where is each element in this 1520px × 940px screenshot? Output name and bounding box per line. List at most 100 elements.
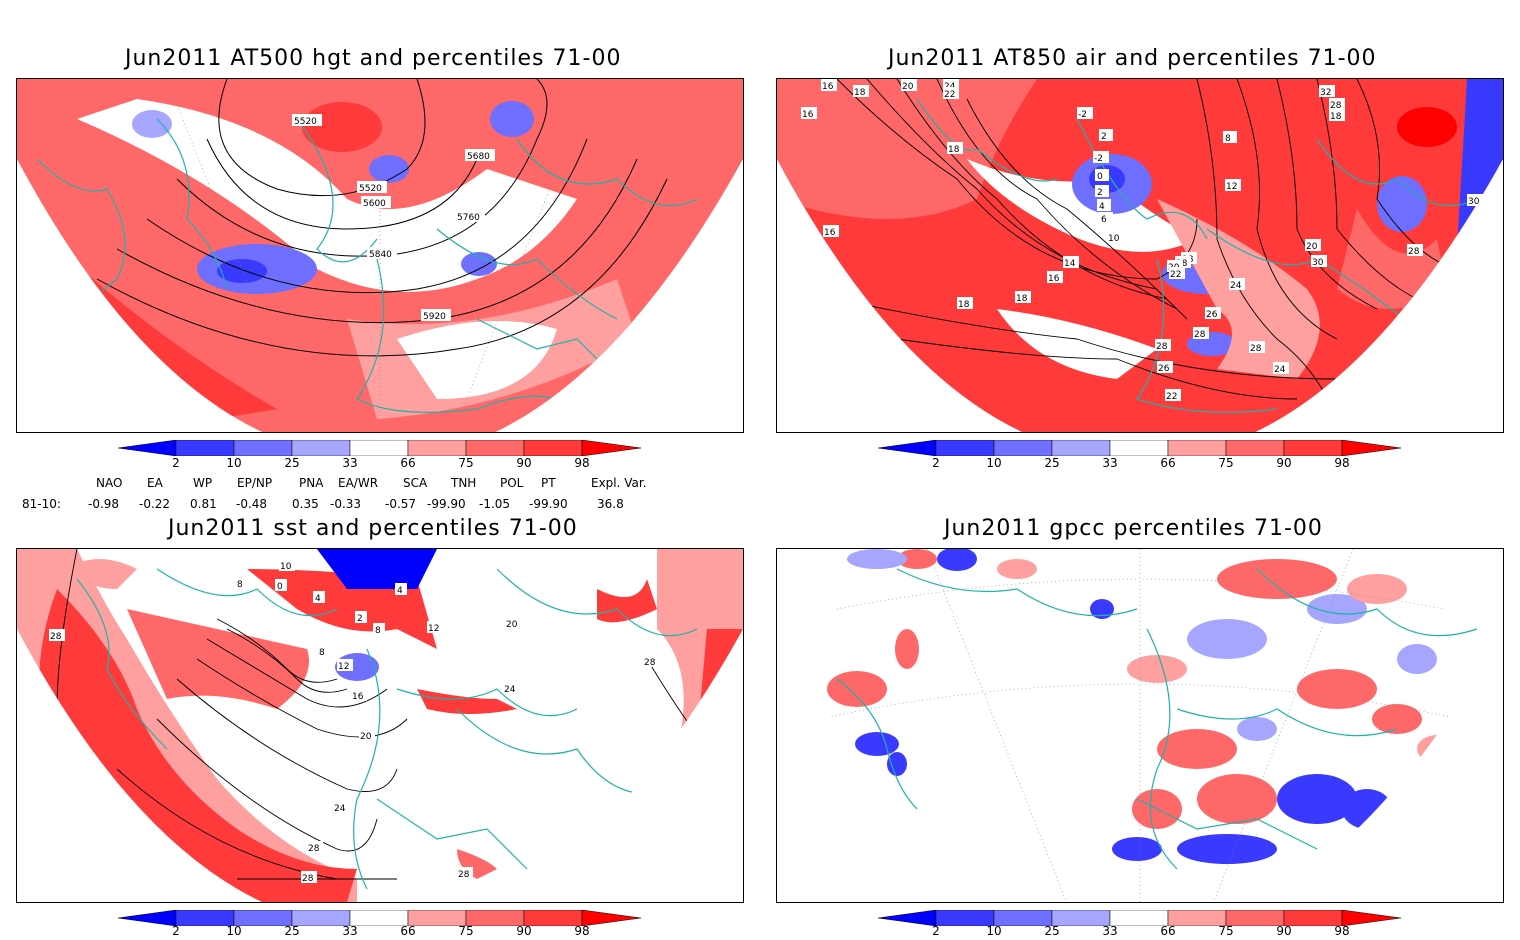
contour-label: 18 [853, 85, 869, 98]
contour-label: 28 [643, 655, 659, 668]
svg-text:-2: -2 [1078, 110, 1087, 120]
contour-label: 2 [355, 611, 367, 624]
colorbar-tick-label: 33 [1102, 456, 1118, 470]
svg-text:8: 8 [375, 626, 381, 636]
contour-label: 28 [1249, 341, 1265, 354]
colorbar-tick-label: 10 [226, 924, 242, 938]
svg-text:18: 18 [958, 300, 970, 310]
svg-text:20: 20 [1306, 242, 1318, 252]
colorbar-sst: 2 10 25 33 66 75 90 98 [117, 909, 643, 940]
contour-label: 28 [457, 867, 473, 880]
contour-label: 28 [1155, 339, 1171, 352]
contour-label: 8 [373, 623, 385, 636]
contour-label: 24 [333, 801, 349, 814]
colorbar-swatches [877, 909, 1402, 927]
svg-text:22: 22 [944, 90, 955, 100]
colorbar-swatches [117, 439, 642, 457]
contour-label: 4 [313, 591, 325, 604]
colorbar-tick-label: 33 [342, 924, 358, 938]
colorbar-gpcc: 2 10 25 33 66 75 90 98 [877, 909, 1403, 940]
svg-text:18: 18 [1016, 294, 1028, 304]
svg-text:16: 16 [1048, 274, 1060, 284]
colorbar-tick-label: 66 [1160, 924, 1176, 938]
svg-text:18: 18 [948, 145, 960, 155]
colorbar-tick-label: 66 [400, 924, 416, 938]
contour-label: -2 [1093, 151, 1109, 164]
sst-contour-labels: 28 8 0 4 10 8 4 2 12 8 16 20 24 28 28 28… [49, 559, 659, 884]
map-gpcc-field [777, 549, 1503, 902]
svg-text:18: 18 [854, 88, 866, 98]
svg-text:22: 22 [1170, 270, 1181, 280]
contour-label: 16 [1047, 271, 1063, 284]
svg-text:16: 16 [352, 692, 364, 702]
contour-label: 20 [505, 617, 521, 630]
svg-text:8: 8 [237, 580, 243, 590]
contour-label: 28 [49, 629, 65, 642]
index-header: SCA [403, 476, 428, 490]
index-header: PNA [299, 476, 324, 490]
contour-label: 5520 [357, 181, 387, 194]
svg-text:12: 12 [1226, 182, 1237, 192]
index-header: Expl. Var. [591, 476, 647, 490]
colorbar-tick-label: 10 [986, 456, 1002, 470]
index-value: -99.90 [529, 497, 568, 511]
contour-label: 0 [1095, 169, 1109, 182]
svg-text:28: 28 [50, 632, 62, 642]
map-air850: 20 24 22 16 18 -2 2 -2 0 2 4 6 8 10 12 1… [776, 78, 1504, 433]
contour-label: 2 [1095, 185, 1109, 198]
colorbar-tick-label: 2 [172, 924, 180, 938]
contour-label: 28 [1329, 98, 1345, 111]
index-header: PT [541, 476, 556, 490]
index-value: 0.81 [190, 497, 217, 511]
svg-text:12: 12 [428, 624, 439, 634]
colorbar-hgt500: 2 10 25 33 66 75 90 98 [117, 439, 643, 470]
map-gpcc [776, 548, 1504, 903]
svg-text:26: 26 [1206, 310, 1218, 320]
svg-text:28: 28 [1250, 344, 1262, 354]
svg-text:2: 2 [1101, 132, 1107, 142]
contour-label: 4 [395, 583, 407, 596]
colorbar-tick-label: 90 [1276, 456, 1292, 470]
index-header: TNH [451, 476, 477, 490]
contour-label: 16 [821, 79, 837, 92]
contour-label: 14 [1063, 256, 1079, 269]
colorbar-tick-label: 98 [574, 924, 590, 938]
colorbar-tick-label: 75 [458, 456, 474, 470]
contour-label: 20 [901, 79, 917, 92]
colorbar-swatches [877, 439, 1402, 457]
colorbar-tick-label: 33 [342, 456, 358, 470]
contour-label: 0 [275, 579, 287, 592]
index-row-label: 81-10: [22, 497, 61, 511]
map-sst: 28 8 0 4 10 8 4 2 12 8 16 20 24 28 28 28… [16, 548, 744, 903]
svg-text:5840: 5840 [369, 250, 392, 260]
svg-text:32: 32 [1320, 88, 1331, 98]
svg-text:28: 28 [308, 844, 320, 854]
svg-text:20: 20 [360, 732, 372, 742]
svg-text:16: 16 [802, 110, 814, 120]
index-value: 36.8 [597, 497, 624, 511]
colorbar-tick-label: 66 [1160, 456, 1176, 470]
index-value: -99.90 [427, 497, 466, 511]
contour-label: 16 [351, 689, 367, 702]
index-header: WP [193, 476, 213, 490]
colorbar-tick-label: 75 [1218, 924, 1234, 938]
svg-text:5520: 5520 [359, 184, 382, 194]
svg-text:28: 28 [1194, 330, 1206, 340]
contour-label: 30 [1311, 255, 1327, 268]
svg-text:26: 26 [1158, 364, 1170, 374]
svg-text:5760: 5760 [457, 213, 480, 223]
contour-label: 24 [503, 682, 519, 695]
index-header: EA [147, 476, 163, 490]
svg-text:12: 12 [338, 662, 349, 672]
svg-text:20: 20 [506, 620, 518, 630]
svg-text:0: 0 [1097, 172, 1103, 182]
colorbar-tick-label: 25 [1044, 924, 1060, 938]
svg-text:14: 14 [1064, 259, 1076, 269]
colorbar-swatches [117, 909, 642, 927]
panel-title-gpcc: Jun2011 gpcc percentiles 71-00 [944, 516, 1323, 541]
panel-title-air850: Jun2011 AT850 air and percentiles 71-00 [888, 46, 1377, 71]
contour-label: 28 [307, 841, 323, 854]
contour-label: 8 [1223, 131, 1237, 144]
svg-text:2: 2 [357, 614, 363, 624]
contour-label: 16 [801, 107, 817, 120]
